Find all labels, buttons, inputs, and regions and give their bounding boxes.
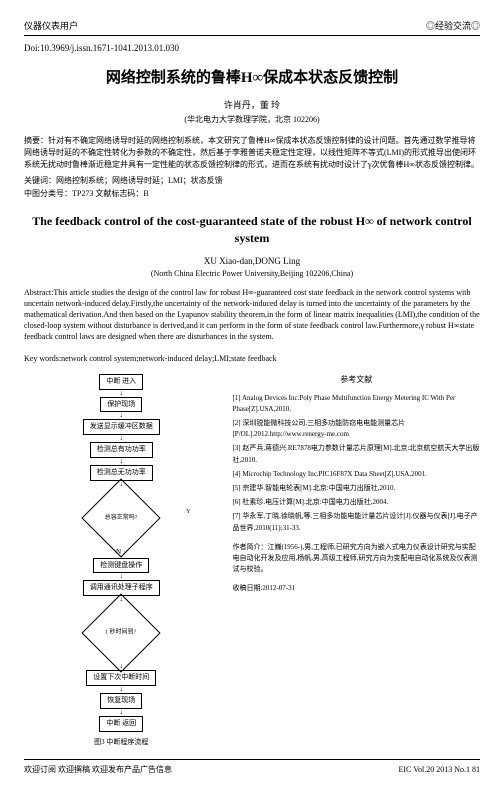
flow-box: 保护现场 <box>100 397 142 413</box>
flow-box: 中断 进入 <box>99 374 143 390</box>
arrow-icon: ↓ <box>119 573 123 580</box>
arrow-icon: ↓ <box>119 412 123 419</box>
journal-name: 仪器仪表用户 <box>24 20 78 33</box>
arrow-icon: ↓ <box>119 435 123 442</box>
flow-decision: 1 秒时间到? <box>82 594 161 673</box>
author-bio: 作者简介：江巍(1956-),男,工程师,已研究方向为嵌入式电力仪表设计研究与实… <box>232 542 480 576</box>
section-name: ◎经验交流◎ <box>426 20 480 33</box>
flowchart-column: 中断 进入 ↓ 保护现场 ↓ 发送显示缓冲区数据 ↓ 检测总有功功率 ↓ 检测总… <box>24 374 218 748</box>
flow-decision: 总容正常吗? <box>82 478 161 557</box>
reference-item: [7] 华永军,丁晓,徐晓帆,等.三相多功能电能计量芯片设计[J].仪器与仪表[… <box>232 511 480 533</box>
reference-item: [3] 赵严兵,蒋德兴.RE7878电力参数计量芯片原理[M].北京:北京航空航… <box>232 443 480 465</box>
arrow-icon: ↓ <box>119 390 123 397</box>
classification: 中图分类号：TP273 文献标志码：B <box>24 188 480 199</box>
references-title: 参考文献 <box>232 374 480 387</box>
title-cn: 网络控制系统的鲁棒H∞保成本状态反馈控制 <box>24 68 480 89</box>
reference-item: [5] 宗建华.智能电轮表[M].北京:中国电力出版社,2010. <box>232 483 480 494</box>
arrow-icon: ↓ <box>119 686 123 693</box>
flow-box: 检测键盘操作 <box>93 558 149 574</box>
title-en: The feedback control of the cost-guarant… <box>24 213 480 247</box>
keywords-en: Key words:network control system;network… <box>24 353 480 364</box>
footer-right: EIC Vol.20 2013 No.1 81 <box>399 764 481 775</box>
received-date: 收稿日期:2012-07-31 <box>232 583 480 594</box>
page-footer: 欢迎订阅 欢迎撰稿 欢迎发布产品广告信息 EIC Vol.20 2013 No.… <box>24 759 480 775</box>
decision-label: Y <box>186 508 190 516</box>
footer-left: 欢迎订阅 欢迎撰稿 欢迎发布产品广告信息 <box>24 764 172 775</box>
reference-item: [6] 杜素珍.电压计算[M].北京:中国电力出版社,2004. <box>232 497 480 508</box>
arrow-icon: ↓ <box>119 709 123 716</box>
affiliation-en: (North China Electric Power University,B… <box>24 268 480 279</box>
authors-cn: 许肖丹，董 玲 <box>24 99 480 112</box>
abstract-en: Abstract:This article studies the design… <box>24 287 480 343</box>
references-column: 参考文献 [1] Analog Devices Inc.Poly Phase M… <box>232 374 480 748</box>
flow-box: 中断 返回 <box>99 716 143 732</box>
flow-box: 发送显示缓冲区数据 <box>83 419 160 435</box>
page-header: 仪器仪表用户 ◎经验交流◎ <box>24 20 480 36</box>
reference-item: [4] Microchip Technology Inc.PIC16F87X D… <box>232 469 480 480</box>
reference-item: [1] Analog Devices Inc.Poly Phase Multif… <box>232 393 480 415</box>
flow-box: 设置下次中断时间 <box>86 670 156 686</box>
flow-box: 恢复现场 <box>100 693 142 709</box>
keywords-cn: 关键词：网络控制系统；网络诱导时延；LMI；状态反馈 <box>24 175 480 186</box>
doi: Doi:10.3969/j.issn.1671-1041.2013.01.030 <box>24 42 480 55</box>
abstract-cn: 摘要：针对有不确定网络诱导时延的网络控制系统，本文研究了鲁棒H∞保成本状态反馈控… <box>24 135 480 171</box>
authors-en: XU Xiao-dan,DONG Ling <box>24 255 480 268</box>
flow-box: 检测总有功功率 <box>90 442 153 458</box>
figure-caption: 图3 中断程序流程 <box>24 738 218 748</box>
reference-item: [2] 深圳锐能微科技公司.三相多功能防窃电电能测量芯片[P/OL].2012.… <box>232 418 480 440</box>
affiliation-cn: (华北电力大学数理学院，北京 102206) <box>24 114 480 125</box>
arrow-icon: ↓ <box>119 458 123 465</box>
